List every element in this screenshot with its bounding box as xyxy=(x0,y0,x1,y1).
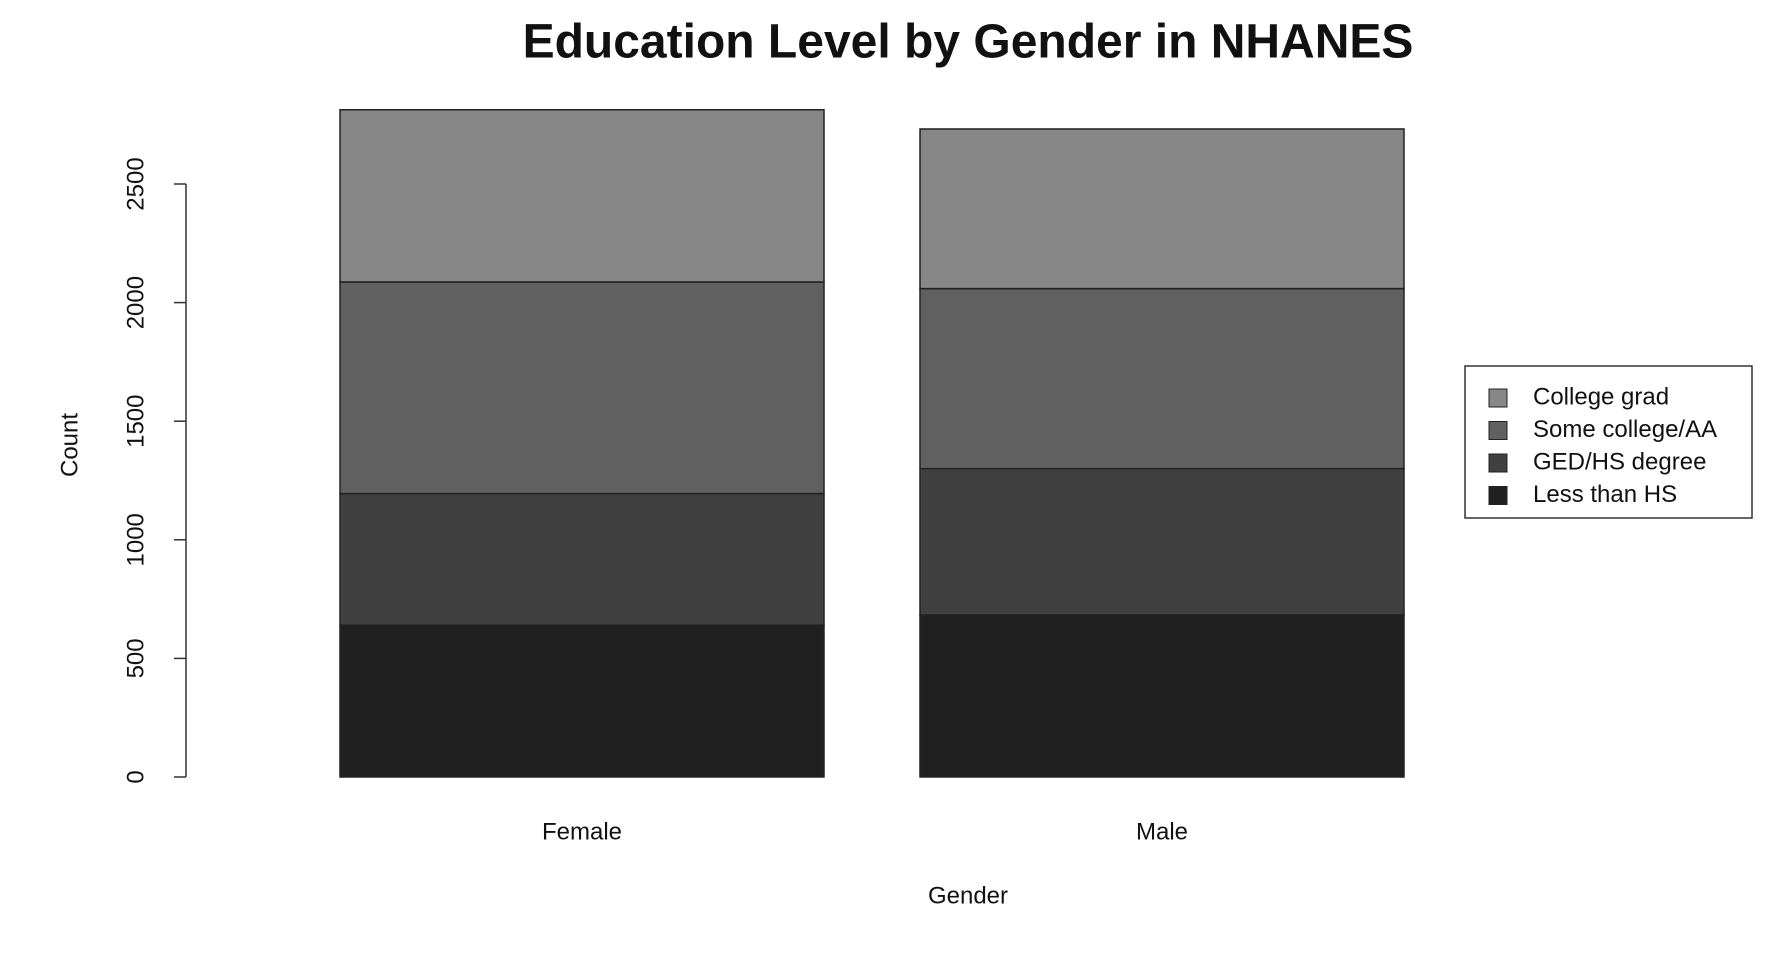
bar-segment xyxy=(919,614,1405,778)
x-axis-label: Gender xyxy=(928,882,1008,909)
bar-segment xyxy=(919,467,1405,616)
bar-segment xyxy=(919,128,1405,290)
y-tick-label: 0 xyxy=(122,770,149,783)
bar-segment xyxy=(339,624,825,778)
legend-label: College grad xyxy=(1533,383,1669,410)
bar-segment xyxy=(339,492,825,626)
legend-label: Less than HS xyxy=(1533,481,1677,508)
legend-swatch xyxy=(1488,486,1508,505)
chart-title: Education Level by Gender in NHANES xyxy=(523,16,1414,69)
legend-swatch xyxy=(1488,421,1508,440)
y-tick-label: 2500 xyxy=(122,157,149,210)
y-tick-label: 1500 xyxy=(122,395,149,448)
x-tick-label: Male xyxy=(1136,818,1188,845)
legend-label: GED/HS degree xyxy=(1533,448,1706,475)
bar-segment xyxy=(339,281,825,495)
bar-segment xyxy=(339,109,825,283)
legend-label: Some college/AA xyxy=(1533,416,1717,443)
y-tick-label: 2000 xyxy=(122,276,149,329)
x-tick-label: Female xyxy=(542,818,622,845)
legend-swatch xyxy=(1488,453,1508,473)
legend-swatch xyxy=(1488,388,1508,408)
y-tick-label: 1000 xyxy=(122,513,149,566)
bar-segment xyxy=(919,287,1405,470)
legend-box xyxy=(1464,365,1753,519)
y-tick-label: 500 xyxy=(122,638,149,678)
y-axis-label: Count xyxy=(56,413,83,477)
